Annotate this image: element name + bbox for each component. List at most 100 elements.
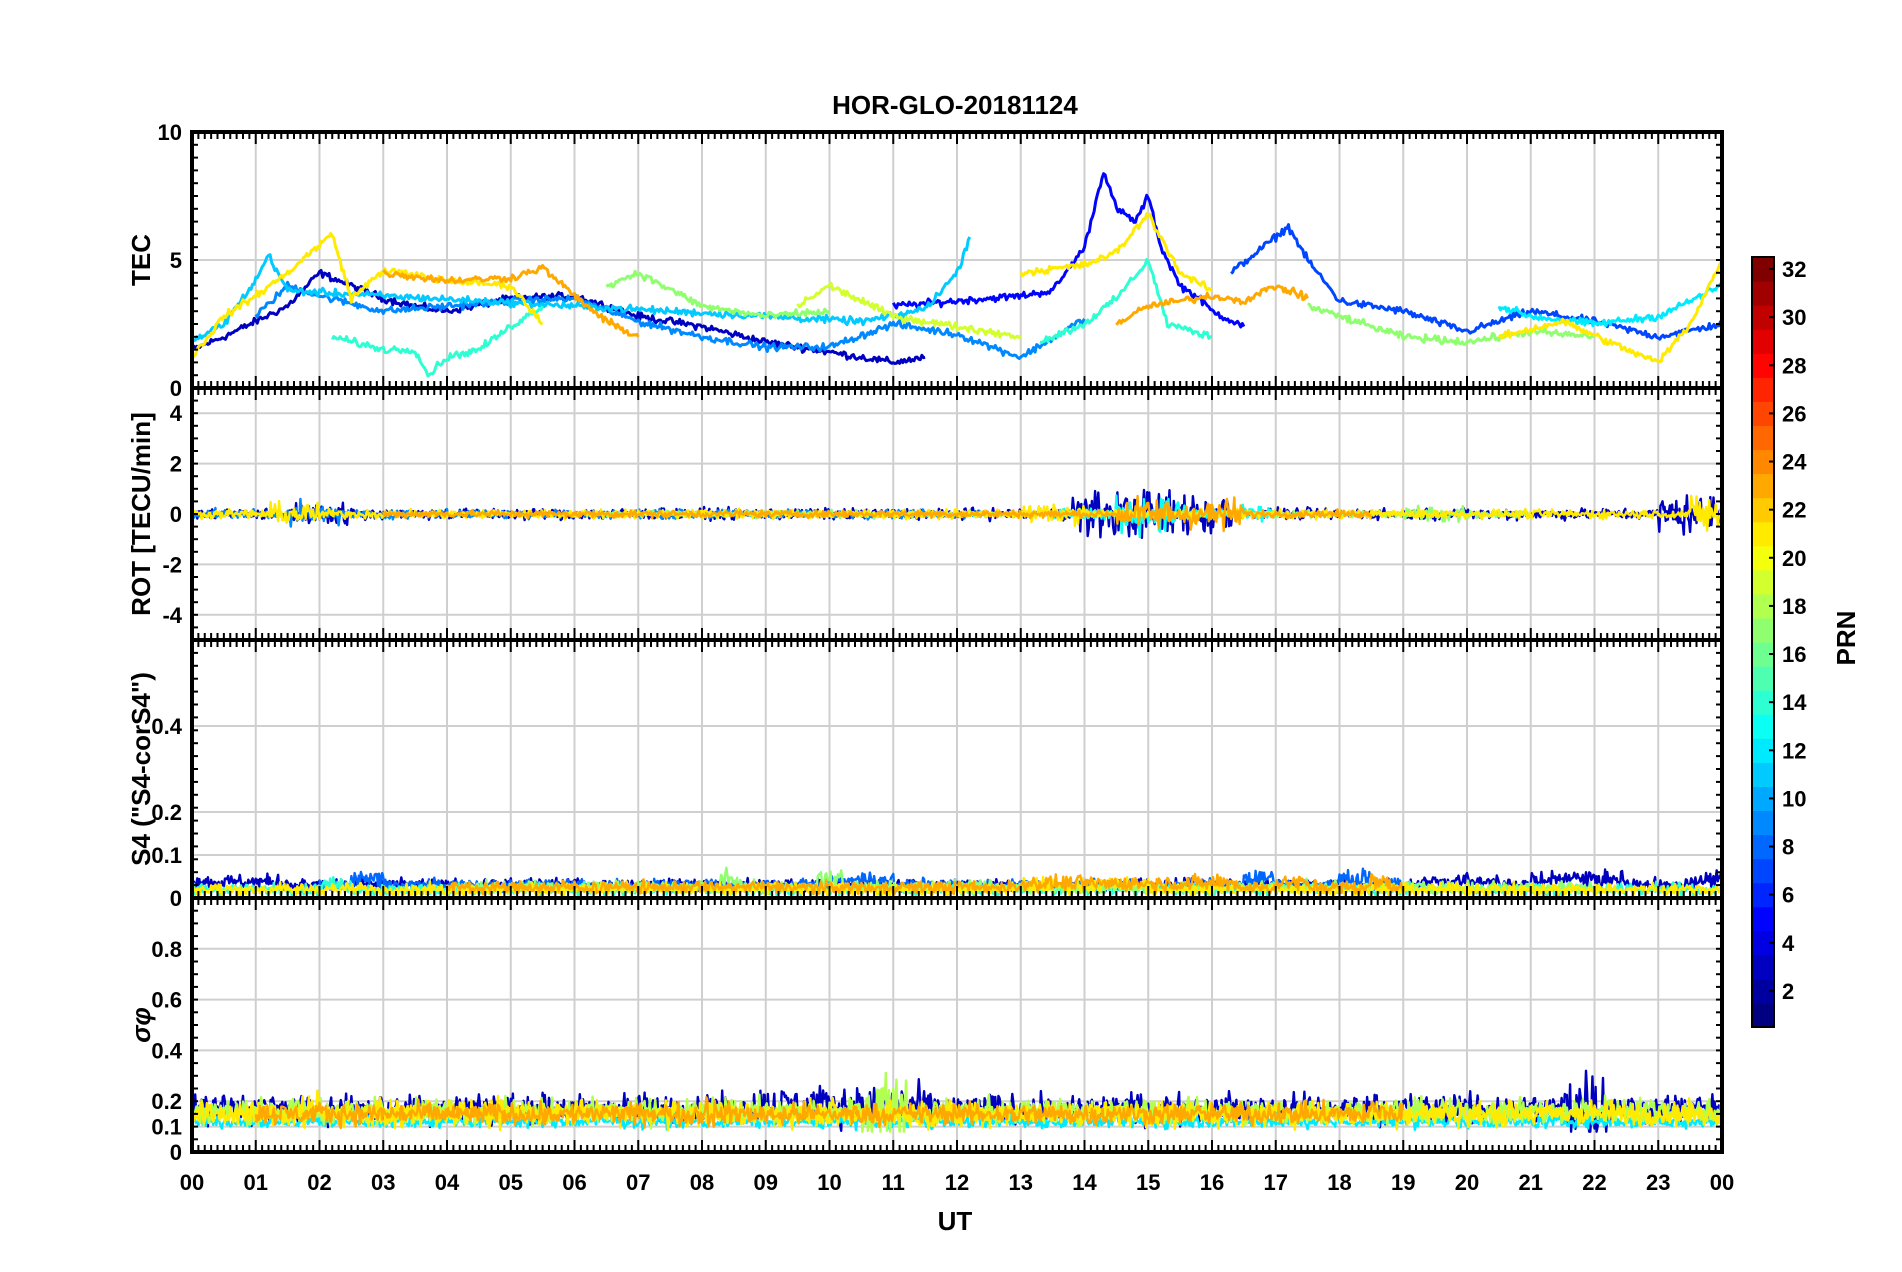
x-tick-label: 13 bbox=[1009, 1170, 1033, 1195]
colorbar-tick-label: 26 bbox=[1782, 401, 1806, 426]
colorbar-segment bbox=[1752, 569, 1774, 595]
x-axis-label: UT bbox=[938, 1206, 973, 1236]
colorbar-tick-label: 4 bbox=[1782, 931, 1795, 956]
colorbar-tick-label: 2 bbox=[1782, 979, 1794, 1004]
colorbar-segment bbox=[1752, 521, 1774, 547]
panel-tec: 0 5 10 TEC bbox=[126, 120, 1724, 401]
colorbar-tick-label: 14 bbox=[1782, 690, 1807, 715]
x-tick-label: 07 bbox=[626, 1170, 650, 1195]
colorbar-tick-label: 10 bbox=[1782, 786, 1806, 811]
x-tick-label: 14 bbox=[1072, 1170, 1097, 1195]
colorbar-segment bbox=[1752, 714, 1774, 739]
y-tick-label: 0.2 bbox=[151, 800, 182, 825]
colorbar-segment bbox=[1752, 810, 1774, 836]
colorbar-segment bbox=[1752, 690, 1774, 715]
colorbar-segment bbox=[1752, 353, 1774, 378]
x-tick-label: 00 bbox=[1710, 1170, 1734, 1195]
colorbar-segment bbox=[1752, 545, 1774, 571]
x-tick-label: 02 bbox=[307, 1170, 331, 1195]
panel-sigma-data bbox=[192, 1069, 1722, 1133]
colorbar-tick-label: 32 bbox=[1782, 257, 1806, 282]
colorbar-segment bbox=[1752, 473, 1774, 499]
y-tick-label: 0.1 bbox=[151, 843, 182, 868]
y-axis-label: ROT [TECU/min] bbox=[126, 412, 156, 616]
colorbar-segment bbox=[1752, 425, 1774, 451]
series-prn-9-3 bbox=[254, 280, 1086, 360]
y-tick-label: 0.1 bbox=[151, 1115, 182, 1140]
y-tick-label: 5 bbox=[170, 248, 182, 273]
x-tick-label: 17 bbox=[1264, 1170, 1288, 1195]
colorbar-segment bbox=[1752, 497, 1774, 523]
panel-s4: 0 0.1 0.2 0.4S4 ("S4-corS4") bbox=[126, 638, 1724, 911]
x-tick-label: 05 bbox=[499, 1170, 523, 1195]
x-tick-label: 10 bbox=[817, 1170, 841, 1195]
colorbar-segment bbox=[1752, 954, 1774, 980]
colorbar-tick-label: 18 bbox=[1782, 594, 1806, 619]
colorbar-segment bbox=[1752, 257, 1774, 282]
x-tick-label: 18 bbox=[1327, 1170, 1351, 1195]
colorbar-tick-label: 28 bbox=[1782, 353, 1806, 378]
series-prn-12-5 bbox=[1497, 282, 1722, 328]
colorbar-tick-label: 30 bbox=[1782, 305, 1806, 330]
series-prn-23-14 bbox=[382, 263, 640, 338]
series-prn-14-7 bbox=[1039, 258, 1212, 345]
colorbar-segment bbox=[1752, 617, 1774, 643]
colorbar-tick-label: 24 bbox=[1782, 450, 1807, 475]
series-prn-19-10 bbox=[796, 281, 1022, 340]
y-tick-label: 0.2 bbox=[151, 1089, 182, 1114]
colorbar-segment bbox=[1752, 329, 1774, 354]
x-tick-label: 00 bbox=[180, 1170, 204, 1195]
y-tick-label: 0.4 bbox=[151, 1038, 182, 1063]
series-prn-23-5 bbox=[445, 872, 1405, 896]
series-prn-23-5 bbox=[382, 494, 1373, 533]
y-tick-label: 0 bbox=[170, 376, 182, 401]
x-tick-label: 21 bbox=[1519, 1170, 1543, 1195]
colorbar-tick-label: 22 bbox=[1782, 498, 1806, 523]
series-prn-14-6 bbox=[330, 305, 544, 378]
y-tick-label: 4 bbox=[170, 401, 183, 426]
series-prn-11-4 bbox=[192, 236, 972, 343]
series-prn-3-0 bbox=[192, 268, 926, 365]
colorbar-tick-label: 6 bbox=[1782, 883, 1794, 908]
colorbar-segment bbox=[1752, 858, 1774, 884]
chart-title: HOR-GLO-20181124 bbox=[832, 90, 1078, 120]
y-tick-label: 0 bbox=[170, 1140, 182, 1165]
series-prn-17-8 bbox=[605, 269, 831, 319]
series-prn-21-12 bbox=[1019, 212, 1214, 292]
colorbar-segment bbox=[1752, 738, 1774, 763]
colorbar-segment bbox=[1752, 666, 1774, 691]
colorbar-segment bbox=[1752, 642, 1774, 667]
y-tick-label: 0.6 bbox=[151, 988, 182, 1013]
y-tick-label: 0.8 bbox=[151, 937, 182, 962]
colorbar-segment bbox=[1752, 305, 1774, 330]
series-prn-23-4 bbox=[254, 1096, 1405, 1130]
y-axis-label: S4 ("S4-corS4") bbox=[126, 672, 156, 866]
y-tick-label: 10 bbox=[158, 120, 182, 145]
colorbar-segment bbox=[1752, 1002, 1774, 1028]
x-tick-label: 11 bbox=[882, 1170, 905, 1195]
colorbar-label: PRN bbox=[1831, 611, 1861, 666]
x-tick-label: 01 bbox=[244, 1170, 268, 1195]
x-tick-label: 19 bbox=[1391, 1170, 1415, 1195]
colorbar-segment bbox=[1752, 906, 1774, 932]
colorbar-segment bbox=[1752, 449, 1774, 475]
colorbar-segment bbox=[1752, 882, 1774, 908]
x-tick-label: 12 bbox=[945, 1170, 969, 1195]
y-tick-label: -4 bbox=[162, 603, 182, 628]
colorbar-segment bbox=[1752, 377, 1774, 402]
colorbar-segment bbox=[1752, 978, 1774, 1004]
y-tick-label: 0 bbox=[170, 886, 182, 911]
x-tick-label: 20 bbox=[1455, 1170, 1479, 1195]
panel-rot-data bbox=[192, 488, 1722, 539]
x-tick-label: 06 bbox=[562, 1170, 586, 1195]
colorbar-segment bbox=[1752, 786, 1774, 812]
colorbar-segment bbox=[1752, 762, 1774, 787]
series-prn-23-15 bbox=[1115, 284, 1309, 326]
colorbar-segment bbox=[1752, 593, 1774, 619]
x-tick-label: 09 bbox=[754, 1170, 778, 1195]
y-axis-label: σφ bbox=[126, 1007, 156, 1043]
colorbar-segment bbox=[1752, 401, 1774, 427]
colorbar-tick-label: 16 bbox=[1782, 642, 1806, 667]
